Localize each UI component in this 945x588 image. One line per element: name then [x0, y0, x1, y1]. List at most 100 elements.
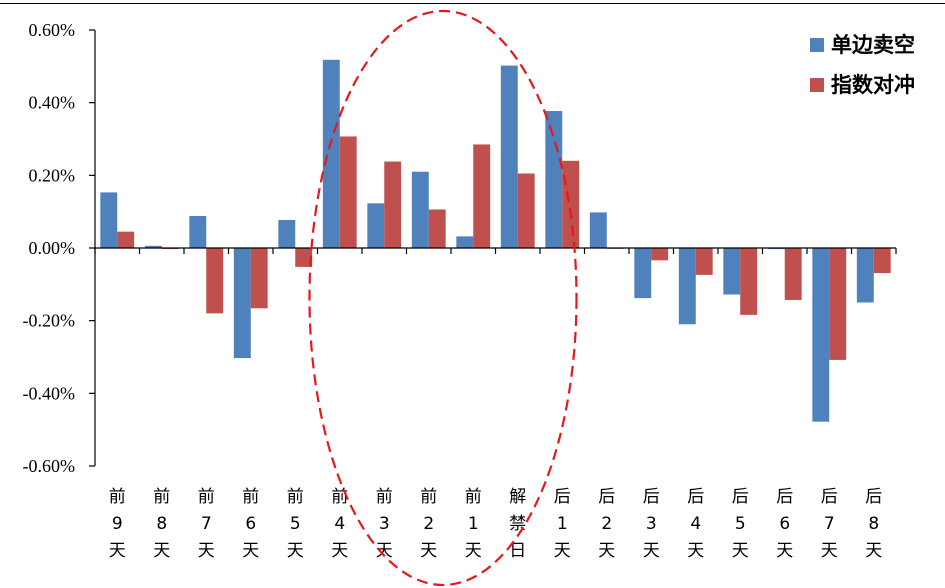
bar-series-b-13 [695, 248, 713, 275]
category-label-6: 天 [376, 541, 393, 561]
highlight-ellipse [308, 9, 578, 587]
category-label-12: 天 [643, 541, 660, 561]
y-tick-label: 0.60% [29, 20, 76, 40]
legend-label-0: 单边卖空 [831, 33, 915, 57]
category-label-4: 天 [287, 541, 304, 561]
category-label-14: 天 [732, 541, 749, 561]
bar-series-a-2 [189, 216, 207, 248]
category-labels: 前9天前8天前7天前6天前5天前4天前3天前2天前1天解禁日后1天后2天后3天后… [109, 487, 883, 561]
category-label-9: 日 [509, 541, 526, 561]
category-label-15: 6 [779, 514, 790, 534]
category-label-16: 天 [821, 541, 838, 561]
bar-series-a-4 [278, 220, 296, 248]
bar-series-b-12 [651, 248, 669, 261]
category-label-8: 1 [468, 514, 479, 534]
category-label-10: 后 [554, 487, 571, 507]
category-label-9: 禁 [509, 514, 526, 534]
category-label-11: 天 [598, 541, 615, 561]
x-axis [94, 247, 897, 254]
y-tick-label: -0.60% [23, 456, 76, 476]
y-tick-label: -0.40% [23, 383, 76, 403]
y-tick-label: -0.20% [23, 311, 76, 331]
category-label-0: 前 [109, 487, 126, 507]
bar-series-b-9 [517, 173, 535, 248]
bar-series-a-16 [812, 248, 830, 422]
category-label-0: 9 [112, 514, 123, 534]
category-label-3: 前 [242, 487, 259, 507]
category-label-12: 后 [643, 487, 660, 507]
bar-series-b-10 [562, 160, 580, 248]
bar-series-a-13 [678, 248, 696, 325]
category-label-2: 前 [198, 487, 215, 507]
bar-series-b-2 [206, 248, 224, 314]
category-label-8: 前 [465, 487, 482, 507]
category-label-15: 天 [776, 541, 793, 561]
category-label-5: 4 [334, 514, 345, 534]
category-label-13: 天 [687, 541, 704, 561]
category-label-12: 3 [646, 514, 657, 534]
category-label-7: 2 [423, 514, 434, 534]
category-label-7: 前 [420, 487, 437, 507]
category-label-13: 后 [687, 487, 704, 507]
category-label-2: 天 [198, 541, 215, 561]
category-label-15: 后 [776, 487, 793, 507]
bar-series-a-10 [545, 111, 563, 249]
category-label-16: 7 [824, 514, 835, 534]
bar-series-b-7 [428, 209, 446, 248]
bar-series-b-4 [295, 248, 313, 267]
category-label-10: 天 [554, 541, 571, 561]
bar-series-b-17 [873, 248, 891, 274]
legend-swatch-0 [810, 38, 824, 52]
bar-series-a-11 [589, 212, 607, 248]
legend-label-1: 指数对冲 [831, 73, 915, 97]
category-label-3: 6 [245, 514, 256, 534]
category-label-8: 天 [465, 541, 482, 561]
category-label-11: 2 [601, 514, 612, 534]
category-label-13: 4 [690, 514, 701, 534]
bars [100, 59, 891, 422]
bar-series-a-3 [233, 248, 251, 359]
category-label-14: 后 [732, 487, 749, 507]
bar-series-a-0 [100, 192, 118, 248]
y-tick-label: 0.40% [29, 93, 76, 113]
bar-series-a-6 [367, 203, 385, 248]
bar-series-a-7 [411, 171, 429, 248]
bar-series-a-17 [856, 248, 874, 303]
bar-series-b-6 [384, 161, 402, 248]
category-label-6: 前 [376, 487, 393, 507]
bar-series-b-8 [473, 144, 491, 248]
bar-series-a-1 [144, 245, 162, 248]
bar-series-b-16 [829, 248, 847, 360]
category-label-4: 前 [287, 487, 304, 507]
bar-series-a-9 [500, 65, 518, 248]
y-tick-label: 0.20% [29, 165, 76, 185]
category-label-17: 天 [865, 541, 882, 561]
category-label-1: 8 [156, 514, 167, 534]
category-label-6: 3 [379, 514, 390, 534]
bar-series-a-12 [634, 248, 652, 299]
category-label-10: 1 [557, 514, 568, 534]
category-label-11: 后 [598, 487, 615, 507]
category-label-2: 7 [201, 514, 212, 534]
category-label-1: 前 [153, 487, 170, 507]
bar-series-b-15 [784, 248, 802, 300]
category-label-5: 天 [331, 541, 348, 561]
category-label-7: 天 [420, 541, 437, 561]
category-label-3: 天 [242, 541, 259, 561]
bar-series-b-14 [740, 248, 758, 315]
category-label-16: 后 [821, 487, 838, 507]
category-label-1: 天 [153, 541, 170, 561]
category-label-9: 解 [509, 487, 526, 507]
category-label-4: 5 [290, 514, 301, 534]
bar-series-a-14 [723, 248, 741, 295]
category-label-17: 8 [868, 514, 879, 534]
bar-series-a-8 [456, 236, 474, 248]
category-label-0: 天 [109, 541, 126, 561]
bar-series-b-3 [250, 248, 268, 309]
bar-series-a-5 [322, 59, 340, 248]
category-label-14: 5 [735, 514, 746, 534]
bar-series-b-5 [339, 136, 357, 248]
legend-swatch-1 [810, 78, 824, 92]
